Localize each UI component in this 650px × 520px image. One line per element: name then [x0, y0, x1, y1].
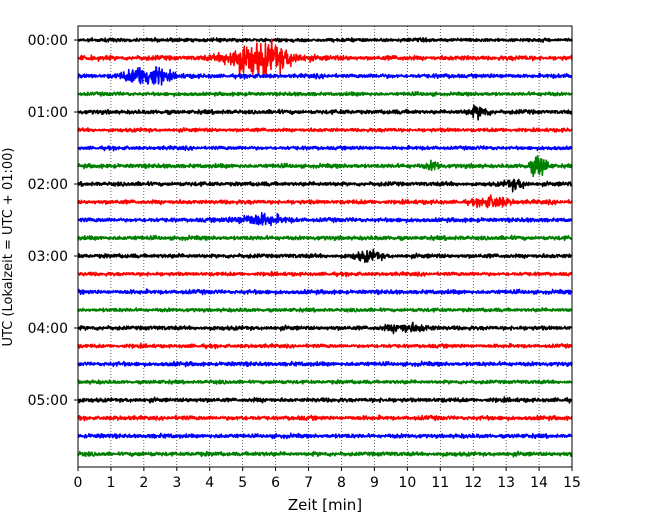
x-tick-label: 14: [530, 475, 548, 491]
trace-line-0230: [77, 212, 573, 227]
x-tick-label: 7: [304, 475, 313, 491]
y-tick-label: 04:00: [28, 321, 68, 337]
trace-line-0200: [77, 178, 573, 193]
trace-line-0445: [77, 379, 573, 385]
trace-line-0145: [77, 155, 573, 178]
x-tick-label: 5: [238, 475, 247, 491]
y-tick-label: 01:00: [28, 105, 68, 121]
trace-line-0030: [77, 65, 573, 86]
trace-line-0515: [77, 414, 573, 422]
trace-line-0545: [77, 450, 573, 458]
y-axis-ticks: 00:00 01:00 02:00 03:00 04:00 05:00: [28, 33, 78, 409]
trace-line-0415: [77, 342, 573, 350]
trace-line-0500: [77, 396, 573, 404]
x-tick-label: 12: [464, 475, 482, 491]
trace-series: [77, 37, 573, 458]
x-tick-label: 4: [205, 475, 214, 491]
y-tick-label: 02:00: [28, 177, 68, 193]
trace-line-0315: [77, 270, 573, 278]
x-tick-label: 11: [431, 475, 449, 491]
trace-line-0215: [77, 194, 573, 209]
axes-frame: [77, 25, 573, 468]
x-tick-label: 9: [370, 475, 379, 491]
trace-line-0015: [77, 38, 573, 78]
x-tick-label: 15: [563, 475, 581, 491]
trace-line-0530: [77, 432, 573, 440]
x-tick-label: 8: [337, 475, 346, 491]
x-tick-label: 13: [497, 475, 515, 491]
x-tick-label: 6: [271, 475, 280, 491]
trace-line-0300: [77, 248, 573, 264]
trace-line-0100: [77, 104, 573, 121]
trace-line-0430: [77, 360, 573, 368]
trace-line-0045: [77, 90, 573, 98]
trace-line-0245: [77, 234, 573, 242]
x-tick-label: 10: [398, 475, 416, 491]
x-tick-label: 2: [139, 475, 148, 491]
trace-line-0115: [77, 126, 573, 134]
y-tick-label: 00:00: [28, 33, 68, 49]
trace-line-0400: [77, 321, 573, 335]
trace-line-0130: [77, 144, 573, 152]
x-axis-label: Zeit [min]: [288, 496, 362, 514]
x-tick-label: 0: [74, 475, 83, 491]
y-axis-label: UTC (Lokalzeit = UTC + 01:00): [1, 148, 16, 347]
x-tick-label: 1: [106, 475, 115, 491]
y-tick-label: 05:00: [28, 393, 68, 409]
trace-line-0330: [77, 288, 573, 296]
x-tick-label: 3: [172, 475, 181, 491]
trace-line-0000: [77, 37, 573, 44]
x-axis-ticks: 0 1 2 3 4 5 6 7 8 9 10 11 12 13 14 15: [74, 467, 581, 491]
y-tick-label: 03:00: [28, 249, 68, 265]
trace-line-0345: [77, 307, 573, 313]
